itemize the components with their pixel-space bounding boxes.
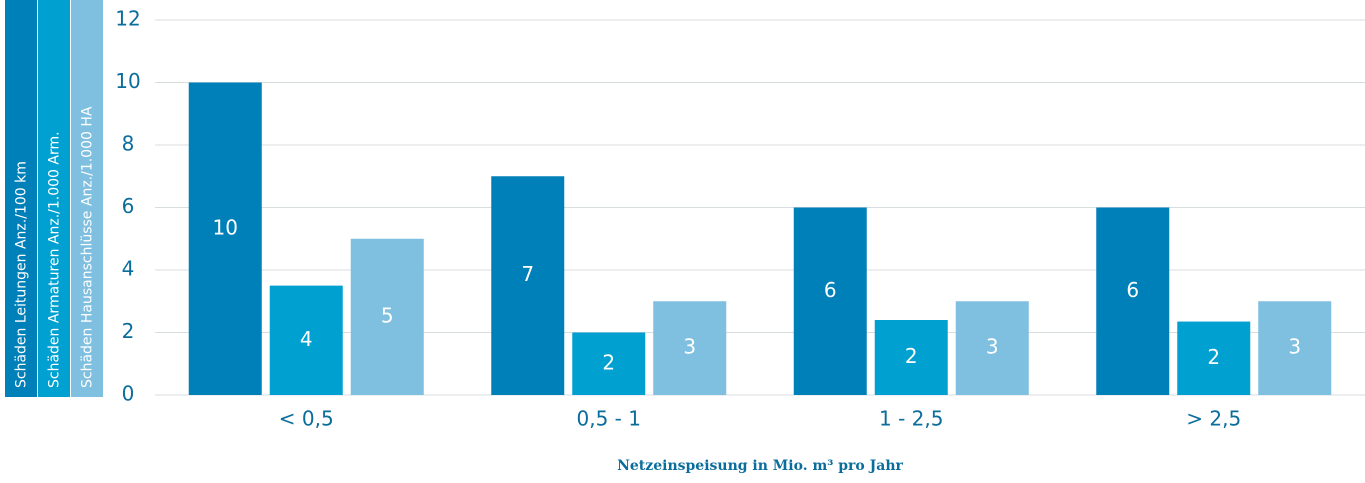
- y-tick-label: 10: [115, 69, 140, 93]
- bar: [1177, 321, 1251, 395]
- bar: [1096, 207, 1170, 395]
- y-tick-label: 4: [122, 257, 135, 281]
- y-tick-label: 6: [122, 194, 135, 218]
- value-label: 2: [1207, 345, 1220, 369]
- value-label: 6: [824, 278, 837, 302]
- legend-swatch: [38, 0, 70, 397]
- y-tick-label: 8: [122, 132, 135, 156]
- value-label: 4: [300, 327, 313, 351]
- legend-label: Schäden Armaturen Anz./1.000 Arm.: [47, 131, 63, 388]
- y-tick-label: 0: [122, 382, 135, 406]
- value-label: 3: [986, 335, 999, 359]
- value-label: 7: [521, 262, 534, 286]
- x-tick-label: < 0,5: [279, 407, 334, 431]
- legend-swatch: [5, 0, 37, 397]
- x-tick-label: 1 - 2,5: [879, 407, 943, 431]
- bar: [188, 82, 262, 395]
- bar: [793, 207, 867, 395]
- bar: [653, 301, 727, 395]
- bar: [350, 238, 424, 395]
- legend-swatch: [71, 0, 103, 397]
- value-label: 2: [602, 350, 615, 374]
- x-tick-label: > 2,5: [1186, 407, 1241, 431]
- legend-label: Schäden Hausanschlüsse Anz./1.000 HA: [80, 106, 96, 388]
- legend-label: Schäden Leitungen Anz./100 km: [14, 161, 30, 388]
- value-label: 5: [381, 303, 394, 327]
- value-label: 2: [905, 344, 918, 368]
- value-label: 3: [683, 335, 696, 359]
- bar: [269, 285, 343, 395]
- value-label: 10: [213, 215, 238, 239]
- y-tick-label: 2: [122, 319, 135, 343]
- x-axis-title: Netzeinspeisung in Mio. m³ pro Jahr: [617, 458, 903, 474]
- value-label: 6: [1126, 278, 1139, 302]
- y-tick-label: 12: [115, 7, 140, 31]
- bar: [874, 320, 948, 395]
- bar: [1258, 301, 1332, 395]
- value-label: 3: [1288, 335, 1301, 359]
- x-tick-label: 0,5 - 1: [577, 407, 641, 431]
- bar: [491, 176, 565, 395]
- bar: [955, 301, 1029, 395]
- bar: [572, 332, 646, 395]
